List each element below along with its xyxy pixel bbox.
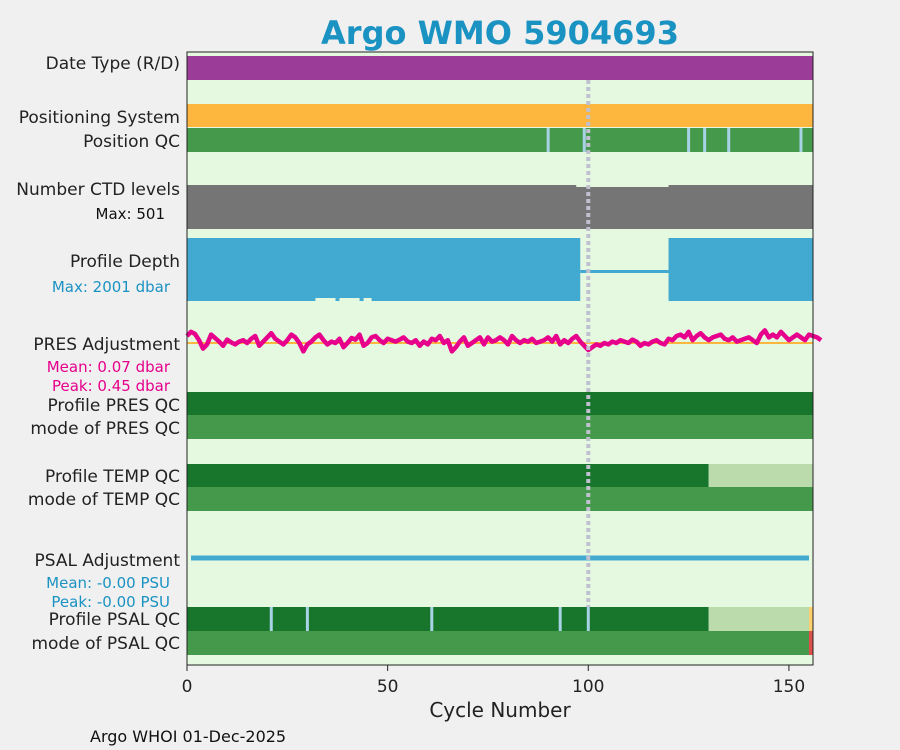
positioning-system-bar <box>187 104 813 127</box>
row-label-mode-psal-qc: mode of PSAL QC <box>31 634 180 654</box>
pres-adjustment-peak: Peak: 0.45 dbar <box>52 377 171 395</box>
ctd-levels-annotation: Max: 501 <box>96 205 165 223</box>
profile-pres-qc-bar <box>187 392 813 415</box>
plot-frame <box>186 51 814 666</box>
profile-depth-dip <box>580 272 669 301</box>
row-labels: Date Type (R/D) Positioning System Positio… <box>16 54 180 654</box>
chart-marks <box>185 56 823 655</box>
row-label-profile-psal-qc: Profile PSAL QC <box>49 610 180 630</box>
row-label-profile-pres-qc: Profile PRES QC <box>47 396 180 416</box>
x-tick-label: 100 <box>572 677 604 697</box>
row-label-profile-temp-qc: Profile TEMP QC <box>45 467 180 487</box>
profile-psal-qc-gap <box>558 607 562 631</box>
profile-depth-step <box>580 270 669 273</box>
profile-psal-qc-gap <box>586 607 590 631</box>
row-label-position-qc: Position QC <box>83 132 180 152</box>
ctd-levels-dip <box>576 185 669 187</box>
psal-adjustment-peak: Peak: -0.00 PSU <box>51 593 170 611</box>
row-label-date-type: Date Type (R/D) <box>46 54 180 74</box>
profile-depth-bar <box>187 238 813 301</box>
profile-depth-notch <box>363 298 372 301</box>
profile-temp-qc-segment <box>187 464 709 487</box>
chart-title: Argo WMO 5904693 <box>321 14 679 52</box>
row-label-mode-pres-qc: mode of PRES QC <box>30 419 180 439</box>
profile-psal-qc-segment <box>187 607 709 631</box>
position-qc-gap <box>703 128 707 152</box>
mode-psal-qc-segment <box>808 631 813 655</box>
profile-depth-notch <box>339 298 360 301</box>
x-tick-label: 150 <box>773 677 805 697</box>
mode-psal-qc-segment <box>187 631 809 655</box>
profile-psal-qc-gap <box>305 607 309 631</box>
ctd-levels-bar <box>187 185 813 229</box>
row-label-pres-adjustment: PRES Adjustment <box>33 335 180 355</box>
position-qc-gap <box>687 128 691 152</box>
profile-depth-annotation: Max: 2001 dbar <box>52 278 171 296</box>
profile-depth-notch <box>315 298 336 301</box>
row-label-profile-depth: Profile Depth <box>70 252 180 272</box>
position-qc-gap <box>799 128 803 152</box>
row-label-positioning-system: Positioning System <box>19 108 180 128</box>
x-axis: 0 50 100 150 <box>182 51 814 697</box>
psal-adjustment-mean: Mean: -0.00 PSU <box>46 574 170 592</box>
profile-psal-qc-gap <box>430 607 434 631</box>
row-label-mode-temp-qc: mode of TEMP QC <box>28 490 180 510</box>
pres-adjustment-mean: Mean: 0.07 dbar <box>47 358 171 376</box>
footer-credit: Argo WHOI 01-Dec-2025 <box>90 727 286 746</box>
x-tick-label: 50 <box>377 677 399 697</box>
plot-area <box>187 52 813 665</box>
x-axis-label: Cycle Number <box>429 698 571 722</box>
row-label-psal-adjustment: PSAL Adjustment <box>35 551 181 571</box>
row-label-ctd-levels: Number CTD levels <box>16 180 180 200</box>
pres-adjustment-series <box>185 328 823 354</box>
position-qc-bar <box>187 128 813 152</box>
profile-psal-qc-gap <box>269 607 273 631</box>
x-tick-label: 0 <box>182 677 193 697</box>
mode-pres-qc-bar <box>187 415 813 439</box>
profile-psal-qc-segment <box>708 607 809 631</box>
position-qc-gap <box>582 128 586 152</box>
position-qc-gap <box>727 128 731 152</box>
profile-temp-qc-segment <box>708 464 813 487</box>
profile-psal-qc-segment <box>808 607 813 631</box>
date-type-bar <box>187 56 813 80</box>
mode-temp-qc-bar <box>187 487 813 511</box>
position-qc-gap <box>546 128 550 152</box>
profile-depth-dip <box>580 238 669 272</box>
